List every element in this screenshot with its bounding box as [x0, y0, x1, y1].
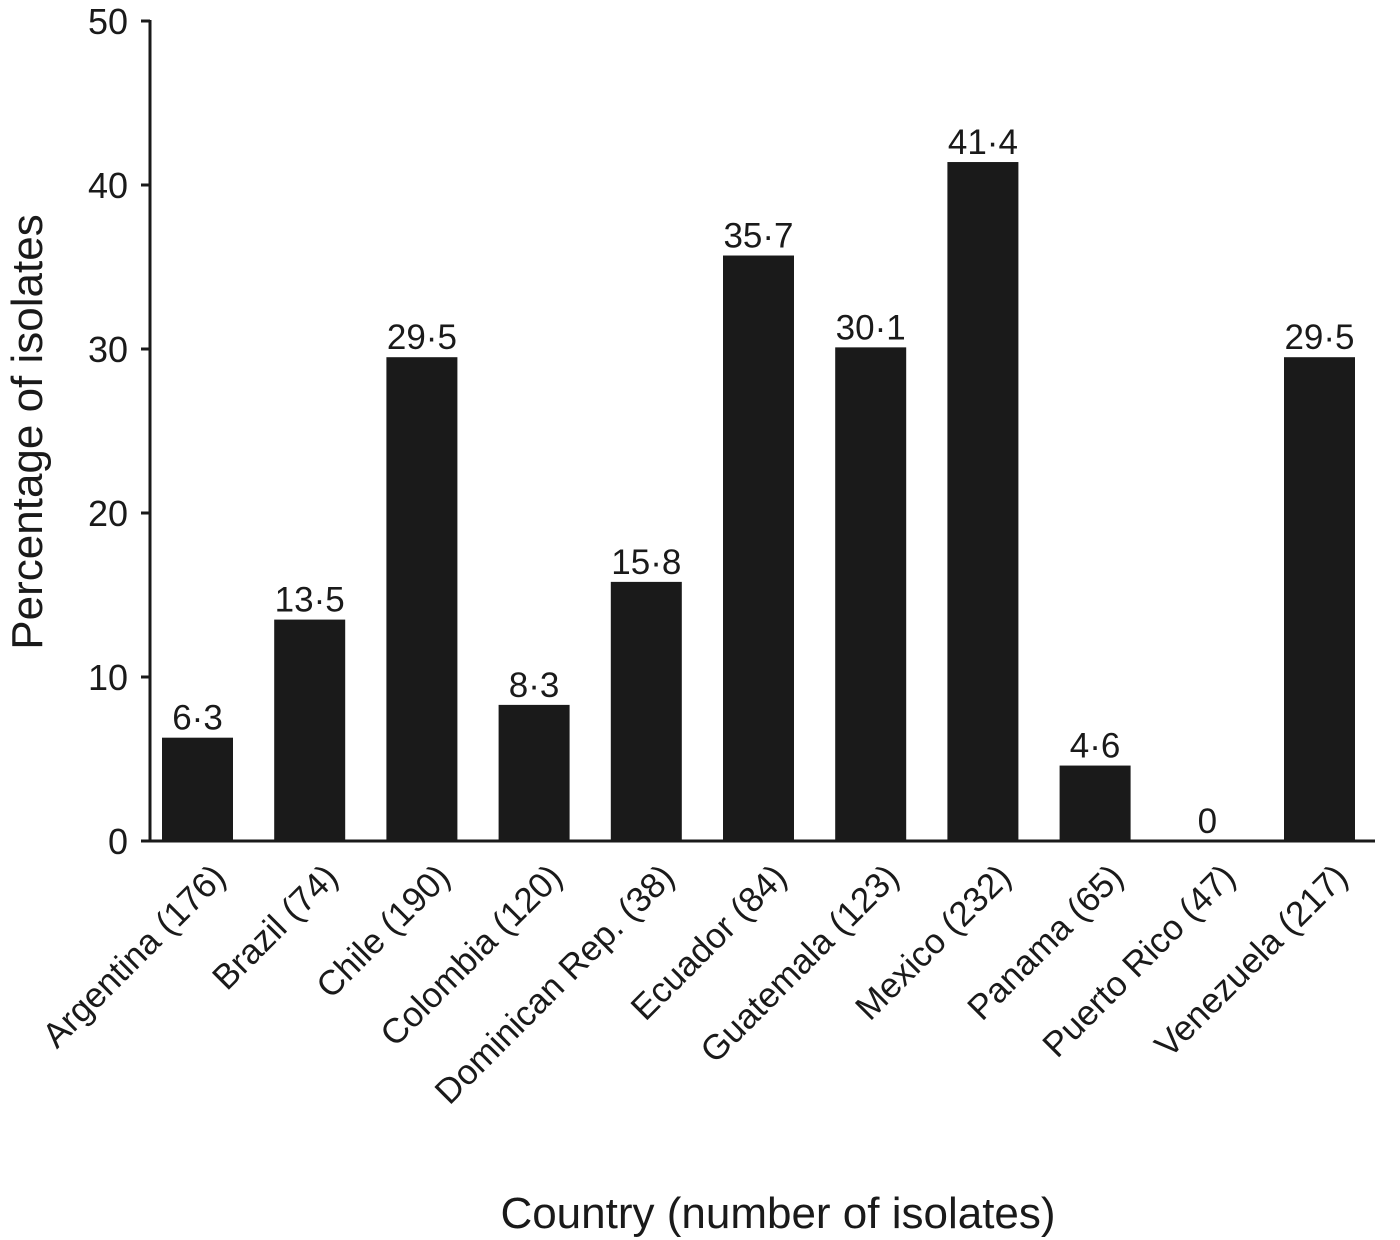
data-label: 8·3: [509, 666, 560, 705]
bar: [162, 737, 233, 841]
bars-group: [162, 162, 1355, 842]
y-tick-label: 10: [88, 657, 128, 698]
y-axis-title: Percentage of isolates: [3, 214, 52, 649]
bar: [1284, 357, 1355, 841]
x-tick-label: Argentina (176): [35, 857, 233, 1055]
y-tick-label: 50: [88, 1, 128, 42]
x-tick-label: Puerto Rico (47): [1035, 857, 1243, 1065]
bar: [723, 255, 794, 841]
x-tick-label: Guatemala (123): [693, 857, 906, 1070]
data-label: 41·4: [948, 123, 1018, 162]
bar: [386, 357, 458, 841]
y-axis: 0 10 20 30 40 50: [88, 1, 152, 862]
y-tick-label: 0: [108, 821, 128, 862]
bar: [498, 704, 570, 841]
data-label: 0: [1198, 802, 1217, 841]
bar: [274, 619, 346, 841]
bar: [610, 581, 682, 841]
x-axis-title: Country (number of isolates): [500, 1189, 1055, 1238]
y-tick-label: 20: [88, 493, 128, 534]
data-label: 35·7: [723, 217, 793, 256]
data-label: 4·6: [1070, 727, 1121, 766]
data-label: 29·5: [387, 318, 457, 357]
data-label: 13·5: [275, 581, 345, 620]
y-tick-label: 30: [88, 329, 128, 370]
data-label: 6·3: [172, 699, 223, 738]
bar: [835, 347, 907, 841]
data-label: 29·5: [1284, 318, 1354, 357]
bar: [947, 162, 1019, 842]
bar: [1059, 765, 1131, 841]
y-tick-label: 40: [88, 165, 128, 206]
data-label: 30·1: [836, 308, 906, 347]
x-tick-label: Venezuela (217): [1147, 857, 1355, 1065]
data-label: 15·8: [611, 543, 681, 582]
category-labels-group: Argentina (176)Brazil (74)Chile (190)Col…: [35, 857, 1355, 1112]
value-labels-group: 6·3 13·5 29·5 8·3 15·8 35·7 30·1 41·4 4·6 0 29·5: [172, 123, 1354, 841]
